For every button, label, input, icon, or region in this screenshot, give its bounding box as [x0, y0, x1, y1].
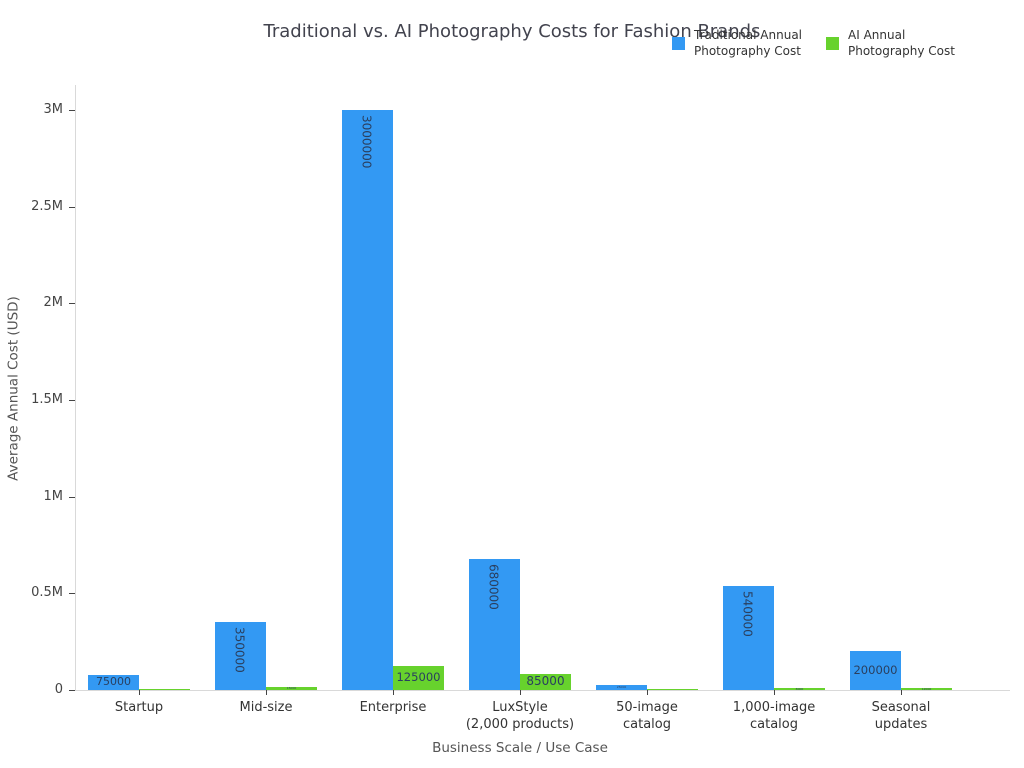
bar-ai-mid-size[interactable]	[266, 687, 317, 690]
bar-value-label: 12000	[921, 688, 932, 691]
legend-swatch-traditional-icon	[672, 37, 685, 50]
y-tick-mark	[69, 303, 75, 305]
y-tick-mark	[69, 400, 75, 401]
y-tick-label: 3M	[43, 102, 64, 117]
bar-value-label: 680000	[486, 564, 501, 610]
x-category-label: 1,000-image catalog	[732, 700, 816, 732]
chart-title: Traditional vs. AI Photography Costs for…	[263, 21, 761, 42]
bar-traditional-mid-size[interactable]	[215, 622, 266, 690]
bar-traditional-enterprise[interactable]	[342, 110, 393, 690]
x-category-label: Mid-size	[239, 700, 293, 715]
x-category-label: Startup	[114, 700, 164, 715]
bar-value-label: 540000	[740, 591, 755, 637]
bar-ai-50-image[interactable]	[647, 689, 698, 690]
bar-value-label: 25000	[616, 685, 627, 689]
x-axis-title: Business Scale / Use Case	[432, 740, 608, 756]
x-tick-mark	[393, 690, 394, 695]
x-tick-mark	[901, 690, 902, 695]
legend-label-traditional: Traditional Annual Photography Cost	[694, 28, 803, 58]
bar-ai-luxstyle[interactable]	[520, 674, 571, 690]
bar-traditional-luxstyle[interactable]	[469, 559, 520, 690]
bar-ai-seasonal[interactable]	[901, 688, 952, 690]
legend-item-traditional[interactable]: Traditional Annual Photography Cost	[672, 28, 802, 59]
bar-value-label: 85000	[526, 674, 565, 689]
bar-traditional-50-image[interactable]	[596, 685, 647, 690]
bar-ai-enterprise[interactable]	[393, 666, 444, 690]
y-axis-title: Average Annual Cost (USD)	[5, 296, 22, 481]
x-tick-mark	[647, 690, 648, 695]
bar-value-label: 200000	[853, 662, 898, 677]
bar-ai-1000-image[interactable]	[774, 688, 825, 690]
bar-ai-startup[interactable]	[139, 689, 190, 690]
bar-value-label: 15000	[286, 687, 297, 690]
y-tick-label: 2M	[43, 295, 64, 311]
y-tick-mark	[69, 206, 75, 208]
y-tick-mark	[69, 496, 75, 498]
bar-value-label: 3000000	[359, 115, 374, 169]
x-category-label: LuxStyle (2,000 products)	[465, 700, 575, 732]
x-tick-mark	[266, 690, 267, 695]
y-tick-mark	[69, 690, 75, 691]
x-tick-mark	[520, 690, 521, 695]
y-tick-label: 1.5M	[31, 392, 63, 407]
x-category-label: Seasonal updates	[871, 700, 931, 732]
legend-label-ai: AI Annual Photography Cost	[848, 28, 955, 58]
x-category-label: 50-image catalog	[616, 700, 678, 732]
bar-value-label: 75000	[96, 675, 131, 689]
y-tick-label: 2.5M	[31, 198, 63, 214]
bar-traditional-1000-image[interactable]	[723, 586, 774, 690]
x-category-label: Enterprise	[359, 700, 427, 715]
y-tick-label: 1M	[43, 488, 64, 504]
bar-value-label: 8000	[795, 688, 804, 691]
y-tick-label: 0	[54, 682, 63, 697]
y-tick-mark	[69, 110, 75, 111]
x-tick-mark	[774, 690, 775, 695]
bar-value-label: 125000	[396, 670, 441, 685]
x-axis-line	[75, 690, 1010, 691]
y-axis-line	[75, 85, 76, 690]
legend-swatch-ai-icon	[826, 37, 839, 50]
y-tick-label: 0.5M	[31, 585, 63, 601]
bar-traditional-seasonal[interactable]	[850, 651, 901, 690]
y-tick-mark	[69, 593, 75, 595]
legend-item-ai[interactable]: AI Annual Photography Cost	[826, 28, 955, 59]
bar-traditional-startup[interactable]	[88, 675, 139, 690]
x-tick-mark	[139, 690, 140, 695]
bar-value-label: 350000	[232, 627, 247, 673]
